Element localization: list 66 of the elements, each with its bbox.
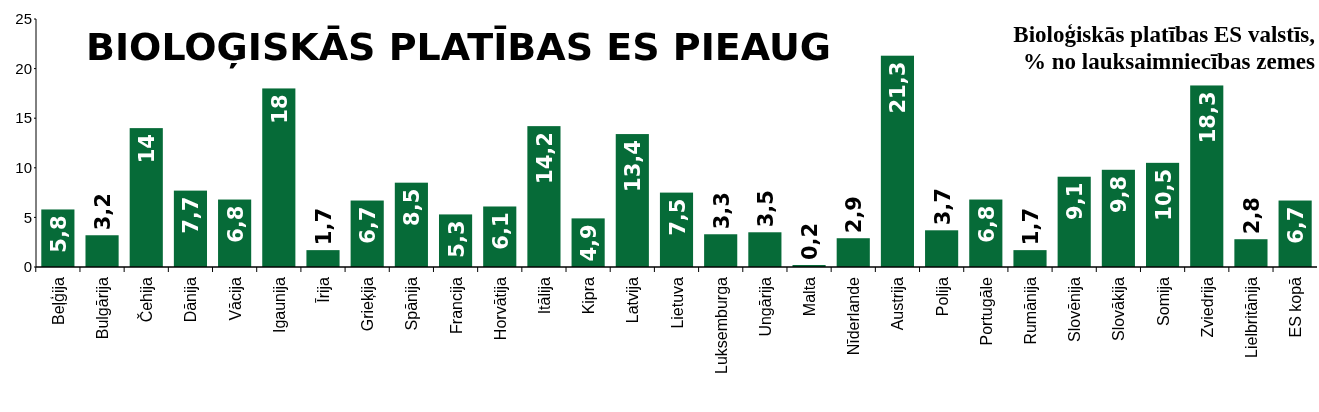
data-label: 18: [267, 94, 292, 124]
data-label: 2,9: [842, 196, 867, 234]
x-tick-label: Polija: [933, 276, 951, 317]
y-tick-label: 0: [23, 258, 32, 276]
data-label: 9,8: [1107, 175, 1132, 213]
x-tick-label: Slovākija: [1110, 276, 1128, 342]
y-tick-label: 25: [15, 10, 32, 28]
x-tick-label: Lietuva: [668, 276, 686, 329]
data-label: 9,1: [1063, 182, 1088, 220]
data-label: 7,5: [665, 198, 690, 236]
x-tick-label: Slovēnija: [1066, 276, 1084, 342]
data-label: 3,2: [91, 193, 116, 231]
x-tick-label: Beļģija: [49, 276, 67, 326]
data-label: 5,8: [46, 215, 71, 253]
x-tick-label: Vācija: [226, 276, 244, 321]
x-tick-label: Malta: [801, 276, 819, 317]
x-tick-label: Horvātija: [491, 276, 509, 341]
text: Bioloģiskās platības ES valstīs, % no lauksaimniecības zemes: [1013, 22, 1316, 74]
data-label: 3,5: [753, 190, 778, 228]
y-tick-label: 5: [23, 208, 32, 226]
data-label: 21,3: [886, 61, 911, 114]
y-tick-label: 20: [15, 59, 32, 77]
data-label: 8,5: [400, 188, 425, 226]
x-tick-label: Bulgārija: [94, 276, 112, 340]
x-tick-label: Lielbritānija: [1242, 276, 1260, 358]
x-tick-label: Ungārija: [756, 276, 774, 337]
data-label: 6,8: [223, 205, 248, 243]
data-label: 14: [135, 134, 160, 164]
x-tick-label: Dānija: [182, 276, 200, 323]
x-tick-label: ES kopā: [1287, 276, 1305, 338]
x-tick-label: Portugāle: [977, 276, 995, 346]
data-label: 0,2: [798, 222, 823, 261]
x-tick-label: Spānija: [403, 276, 421, 331]
data-label: 4,9: [577, 224, 602, 262]
x-tick-label: Čehija: [137, 276, 156, 323]
data-label: 18,3: [1195, 91, 1220, 144]
data-label: 6,8: [974, 205, 999, 243]
x-tick-label: Austrija: [889, 276, 907, 331]
x-tick-label: Zviedrija: [1198, 276, 1216, 338]
data-label: 7,7: [179, 196, 204, 234]
x-tick-label: Rumānija: [1022, 276, 1039, 345]
x-tick-label: Somija: [1154, 276, 1172, 326]
x-tick-label: Īrija: [315, 276, 332, 303]
data-label: 2,8: [1239, 197, 1264, 235]
data-label: 6,7: [356, 206, 381, 244]
x-tick-label: Itālija: [535, 276, 553, 315]
y-tick-label: 15: [15, 109, 32, 127]
x-tick-label: Latvija: [624, 276, 642, 324]
x-tick-label: Igaunija: [270, 276, 288, 334]
x-tick-label: Kipra: [580, 276, 598, 315]
data-label: 14,2: [532, 132, 557, 184]
data-label: 10,5: [1151, 168, 1176, 221]
data-label: 3,7: [930, 188, 955, 226]
data-label: 6,7: [1284, 206, 1309, 244]
data-label: 3,3: [709, 192, 734, 230]
data-label: 6,1: [488, 212, 513, 250]
x-tick-label: Luksemburga: [712, 276, 730, 374]
data-label: 1,7: [1019, 207, 1043, 246]
x-tick-label: Grieķija: [359, 276, 377, 332]
x-tick-label: Nīderlande: [845, 276, 863, 356]
data-label: 1,7: [312, 207, 336, 246]
data-label: 5,3: [444, 220, 469, 258]
chart-title: BIOLOĢISKĀS PLATĪBAS ES PIEAUG: [86, 25, 832, 69]
y-tick-label: 10: [15, 159, 32, 177]
data-label: 13,4: [621, 140, 646, 192]
x-tick-label: Francija: [447, 276, 465, 334]
